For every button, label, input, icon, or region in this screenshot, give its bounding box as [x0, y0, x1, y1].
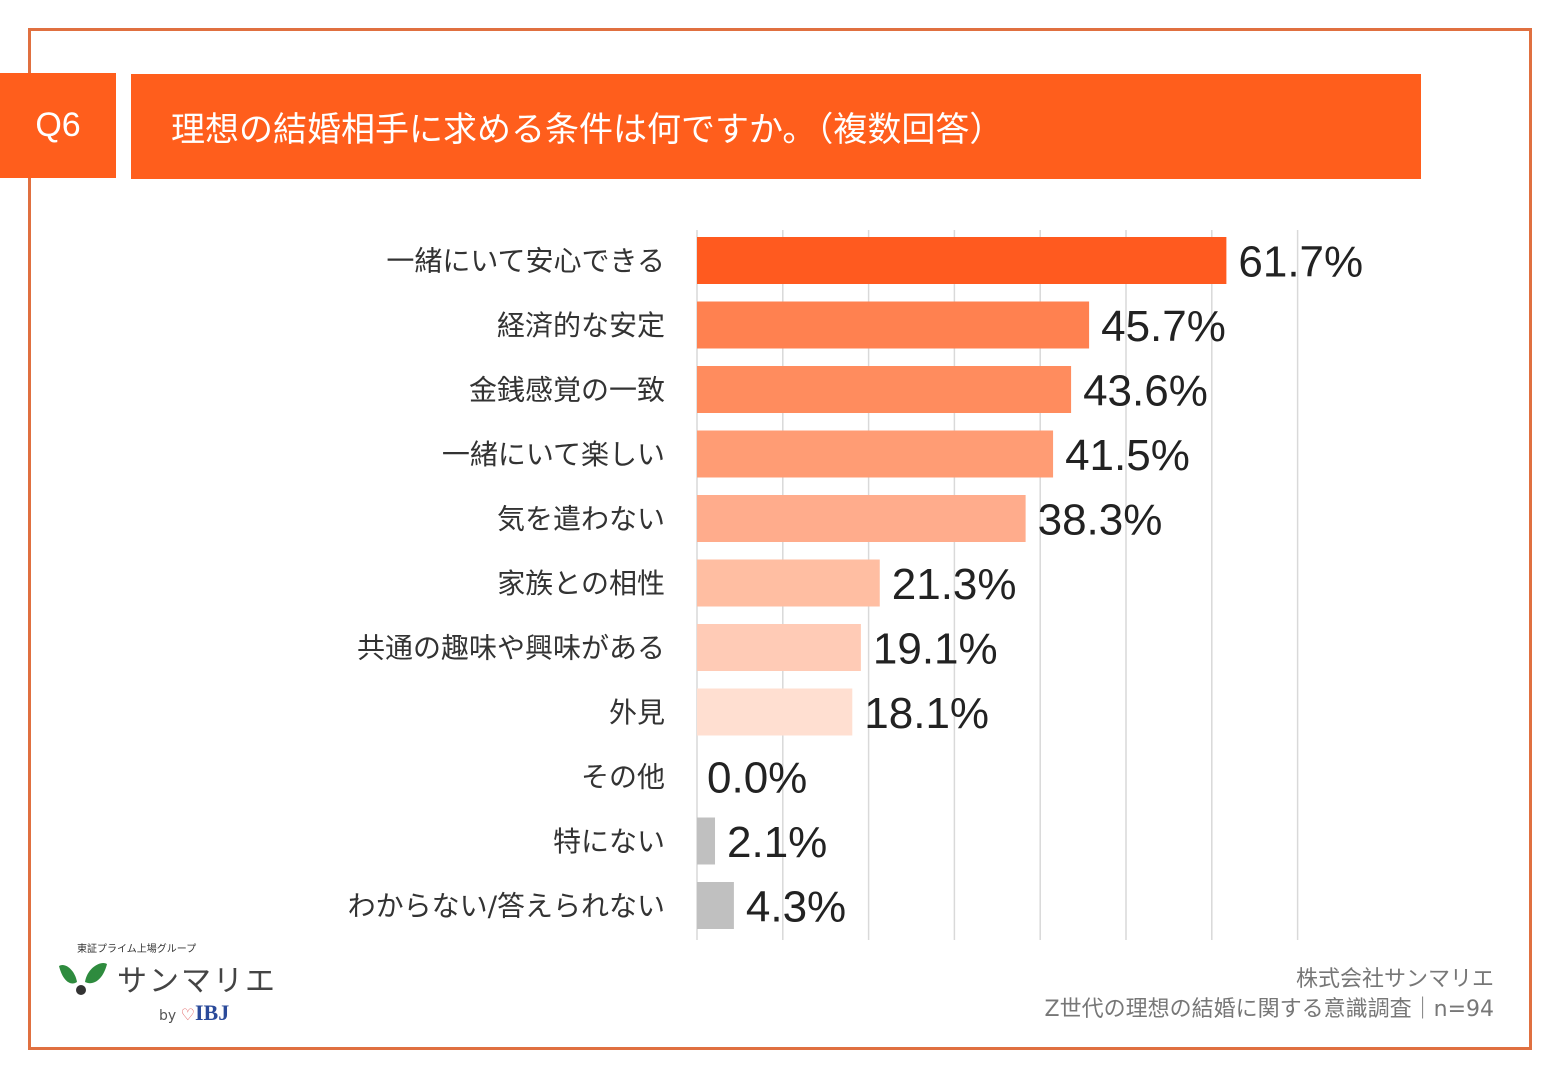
value-label: 0.0%	[707, 754, 807, 803]
logo-tagline: 東証プライム上場グループ	[77, 944, 197, 955]
bar	[697, 366, 1072, 413]
value-label: 41.5%	[1065, 431, 1190, 480]
category-label: 家族との相性	[497, 567, 665, 600]
value-label: 61.7%	[1238, 238, 1363, 287]
bar	[697, 237, 1227, 284]
company-logo: 東証プライム上場グループ サンマリエ by ♡IBJ	[55, 938, 275, 1028]
logo-by: by ♡IBJ	[159, 1000, 229, 1026]
logo-by-text: by	[159, 1008, 177, 1024]
source-company: 株式会社サンマリエ	[1295, 967, 1494, 992]
category-label: 金銭感覚の一致	[469, 374, 665, 407]
value-label: 45.7%	[1101, 302, 1226, 351]
value-label: 21.3%	[892, 560, 1017, 609]
value-label: 43.6%	[1083, 367, 1208, 416]
bars	[697, 237, 1227, 929]
value-label: 2.1%	[727, 818, 827, 867]
value-label: 38.3%	[1038, 496, 1163, 545]
bar	[697, 882, 734, 929]
page-frame	[28, 28, 1532, 1050]
source-survey: Z世代の理想の結婚に関する意識調査｜n=94	[1044, 997, 1494, 1022]
question-title-bar: 理想の結婚相手に求める条件は何ですか。（複数回答）	[131, 74, 1421, 179]
category-label: 経済的な安定	[497, 309, 665, 342]
bar	[697, 817, 716, 865]
value-labels: 61.7%45.7% 43.6% 41.5% 38.3% 21.3% 19.1% 18.1%…	[707, 238, 1363, 932]
category-label: 一緒にいて安心できる	[386, 245, 665, 278]
value-label: 19.1%	[873, 625, 998, 674]
category-label: 一緒にいて楽しい	[442, 438, 665, 471]
category-label: 外見	[609, 696, 665, 729]
source-note: 株式会社サンマリエ Z世代の理想の結婚に関する意識調査｜n=94	[1045, 965, 1494, 1025]
bar	[697, 688, 853, 736]
bar	[697, 430, 1054, 478]
question-number-badge: Q6	[0, 73, 116, 178]
category-label: 気を遣わない	[497, 503, 665, 536]
value-label: 4.3%	[746, 883, 846, 932]
category-label: 共通の趣味や興味がある	[357, 632, 665, 665]
category-label: 特にない	[553, 825, 665, 858]
holly-leaf-icon	[59, 962, 107, 995]
category-label: その他	[581, 761, 665, 794]
question-title: 理想の結婚相手に求める条件は何ですか。（複数回答）	[171, 110, 1004, 150]
bar	[697, 624, 861, 671]
logo-partner: IBJ	[194, 1000, 230, 1025]
category-label: わからない/答えられない	[348, 890, 665, 923]
bar	[697, 301, 1090, 349]
bar	[697, 559, 880, 607]
heart-icon: ♡	[180, 1005, 195, 1024]
bar	[697, 495, 1026, 542]
value-label: 18.1%	[864, 689, 989, 738]
category-labels: 一緒にいて安心できる経済的な安定金銭感覚の一致一緒にいて楽しい気を遣わない家族と…	[348, 245, 665, 923]
logo-name: サンマリエ	[117, 964, 277, 999]
